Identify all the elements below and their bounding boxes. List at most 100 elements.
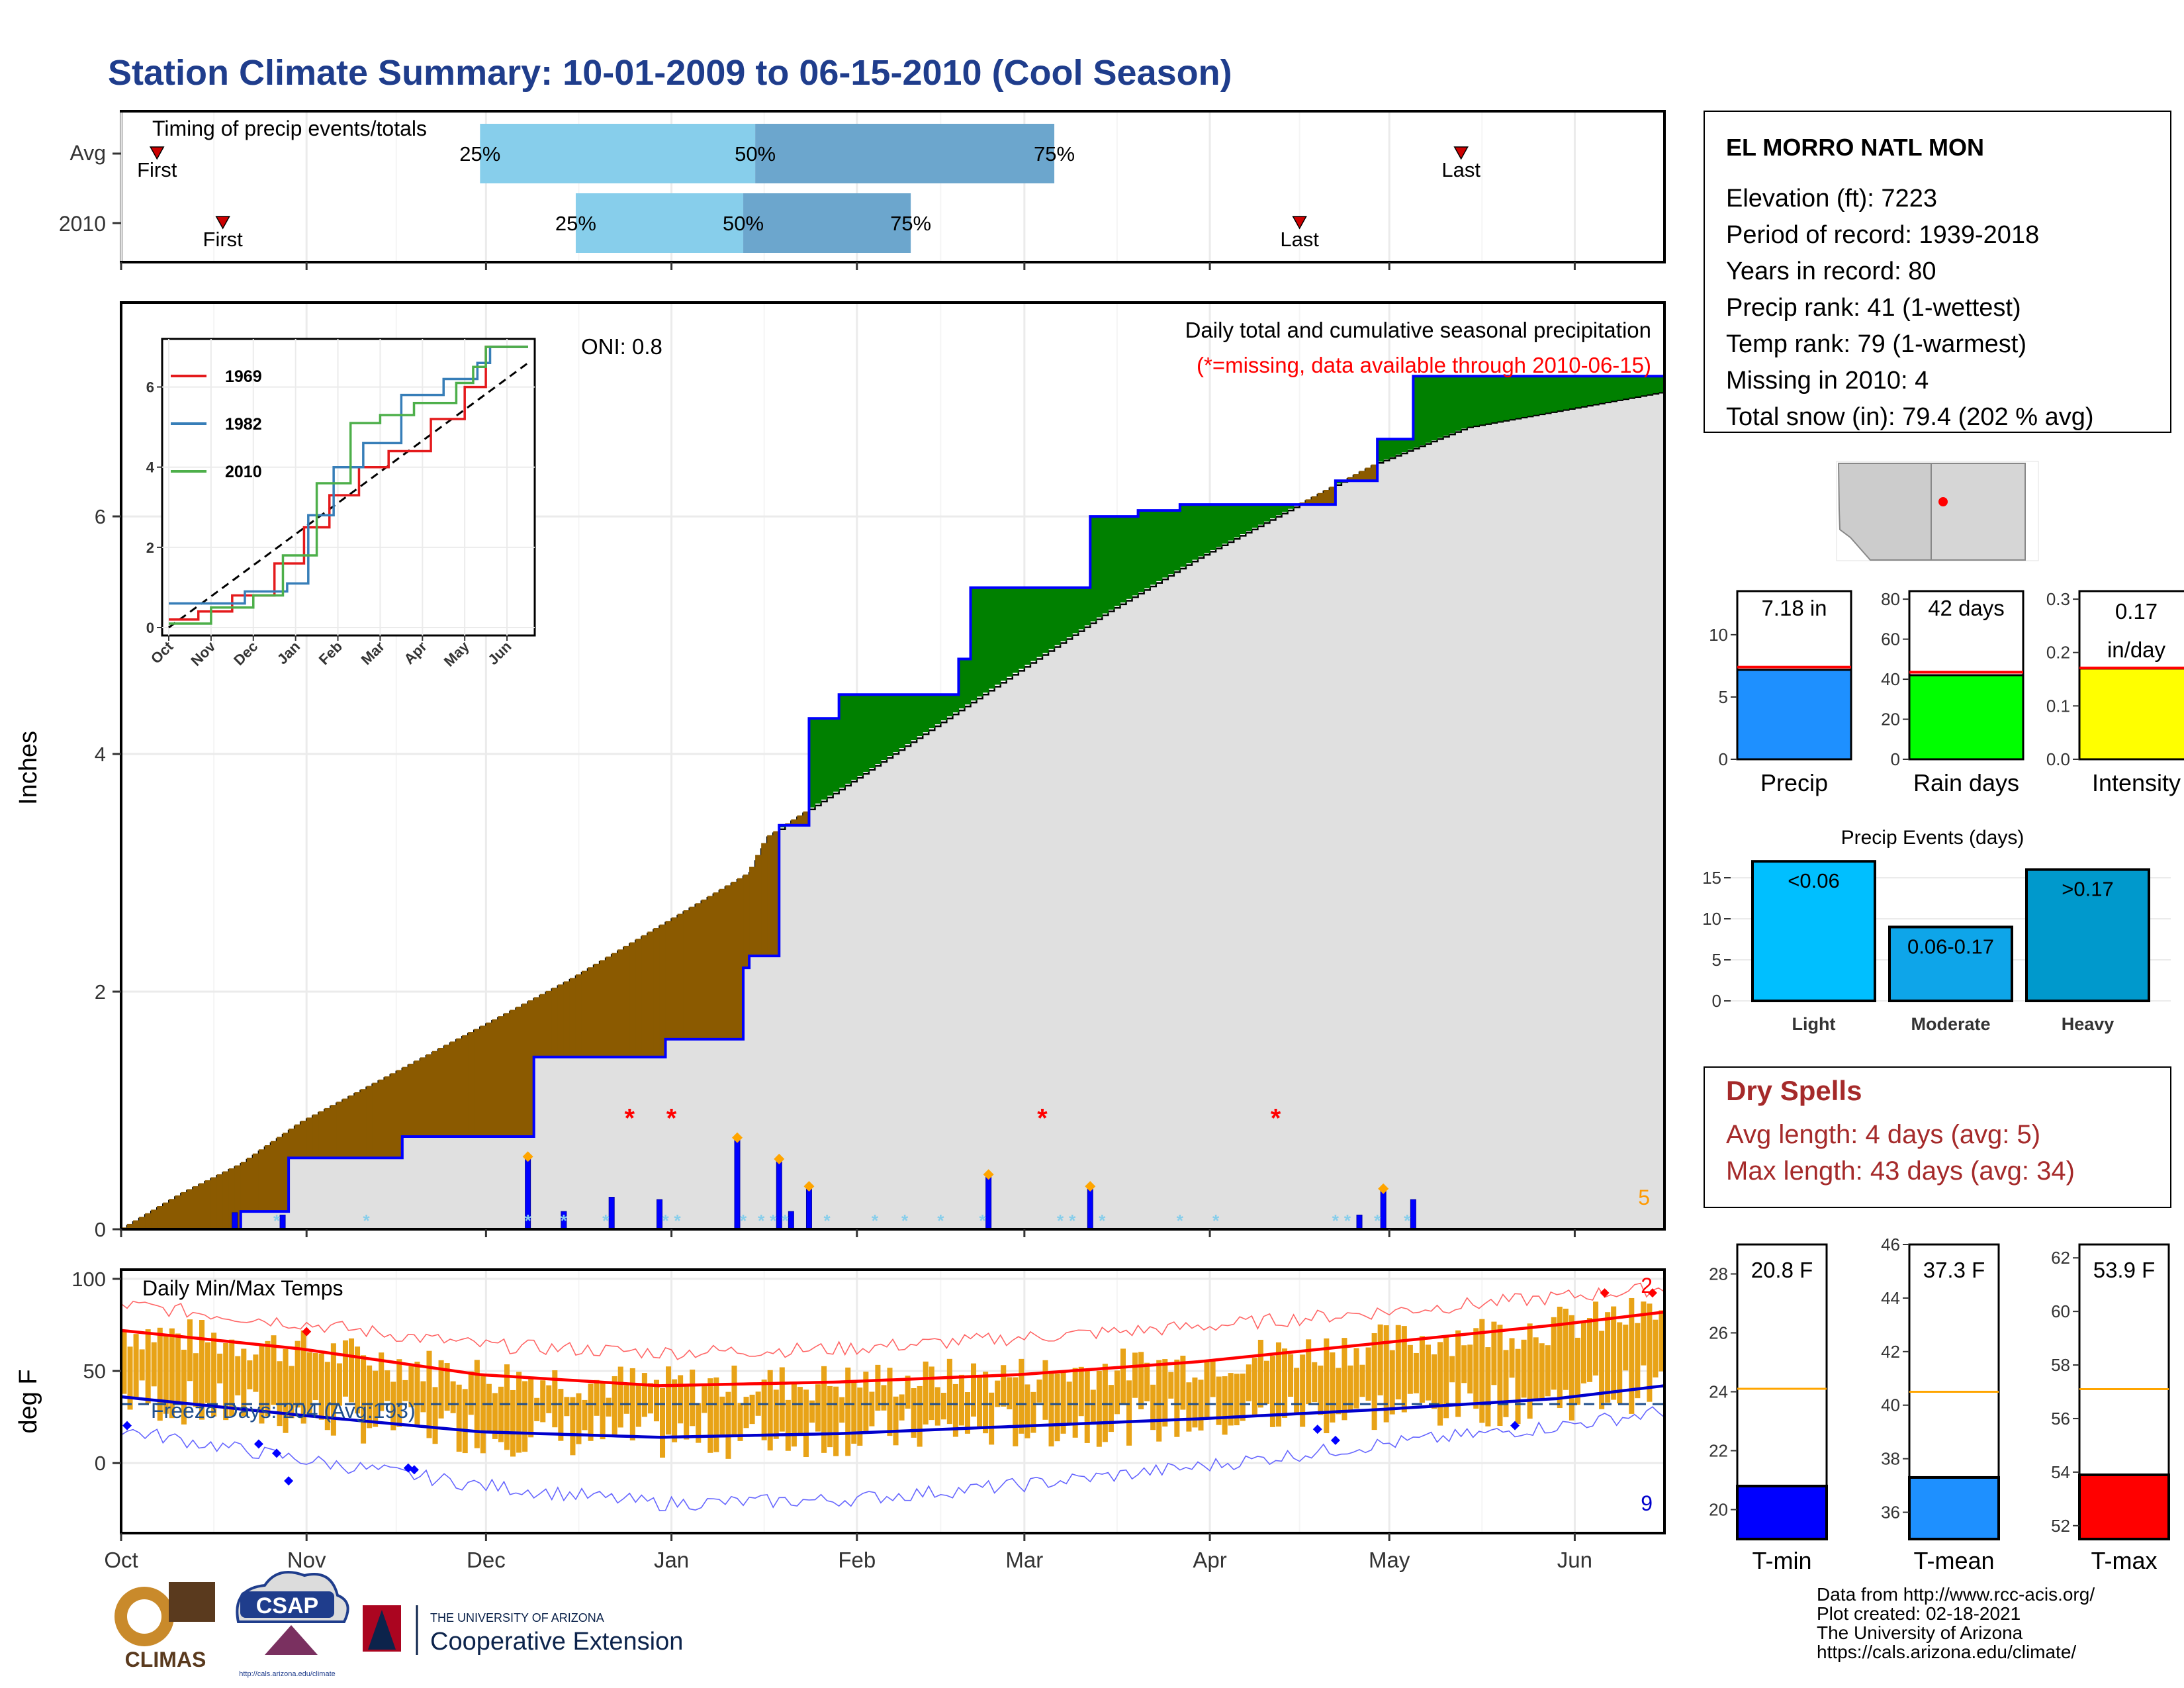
- daily-temp-bar: [1282, 1348, 1288, 1418]
- inset-legend-label-2010: 2010: [225, 463, 262, 481]
- surplus-band: [976, 587, 983, 697]
- deficit-band: [378, 1079, 385, 1158]
- month-label-apr: Apr: [1193, 1548, 1226, 1572]
- daily-temp-bar: [1150, 1384, 1156, 1430]
- cumulative-2010-line: [121, 375, 1664, 1231]
- deficit-band: [695, 903, 702, 1039]
- deficit-band: [216, 1174, 224, 1229]
- footer-logos: CLIMAS CSAP http://cals.arizona.edu/clim…: [114, 1571, 683, 1678]
- csap-logo: CSAP http://cals.arizona.edu/climate: [236, 1571, 349, 1678]
- daily-temp-bar: [265, 1340, 271, 1417]
- daily-temp-bar: [1545, 1345, 1551, 1397]
- average-min-line: [120, 1384, 1665, 1439]
- surplus-band: [1557, 376, 1563, 411]
- daily-temp-bar: [361, 1355, 367, 1444]
- deficit-band: [193, 1186, 200, 1229]
- daily-temp-bar: [1072, 1368, 1078, 1438]
- daily-temp-bar: [1132, 1352, 1138, 1398]
- daily-temp-bar: [719, 1396, 725, 1435]
- snow-day-marker: *: [363, 1211, 371, 1231]
- daily-temp-bar: [743, 1397, 749, 1429]
- daily-temp-bar: [1251, 1358, 1257, 1416]
- daily-temp-bar: [989, 1392, 995, 1445]
- station-name: EL MORRO NATL MON: [1726, 134, 1984, 161]
- surplus-band: [1024, 587, 1031, 665]
- deficit-band: [336, 1102, 343, 1158]
- temp-summary-tick-label: 40: [1881, 1395, 1900, 1415]
- summary-bars: 0 5 10 7.18 in Precip 0 20 40 60 80 42 days Rain da…: [1709, 589, 2184, 796]
- daily-temp-bar: [623, 1385, 629, 1414]
- temp-summary-tick-label: 36: [1881, 1503, 1900, 1523]
- precip-y-tick-label: 2: [95, 980, 106, 1004]
- daily-temp-bar: [1659, 1310, 1664, 1372]
- deficit-band: [318, 1111, 325, 1158]
- daily-temp-bar: [791, 1383, 797, 1447]
- surplus-band: [1496, 376, 1504, 422]
- deficit-band: [749, 867, 756, 957]
- surplus-band: [1281, 504, 1289, 512]
- daily-temp-bar: [1479, 1319, 1485, 1423]
- inset-y-tick-label: 4: [146, 459, 155, 476]
- daily-temp-bar: [1455, 1330, 1461, 1417]
- daily-temp-bar: [672, 1379, 678, 1442]
- daily-temp-bar: [1461, 1345, 1467, 1383]
- timing-bar-25-50-avg: [480, 124, 756, 183]
- surplus-band: [1413, 376, 1420, 447]
- surplus-band: [1126, 516, 1133, 599]
- surplus-band: [1377, 439, 1384, 462]
- temp-summary-value-t-min: 20.8 F: [1751, 1258, 1813, 1282]
- surplus-band: [1479, 376, 1486, 425]
- deficit-band: [575, 974, 582, 1057]
- dry-spells-title: Dry Spells: [1726, 1075, 1862, 1106]
- daily-temp-bar: [157, 1327, 163, 1421]
- surplus-band: [923, 694, 929, 733]
- surplus-band: [1000, 587, 1007, 681]
- daily-temp-bar: [1437, 1342, 1443, 1426]
- temp-y-tick-label: 100: [71, 1268, 106, 1291]
- surplus-band: [940, 694, 947, 721]
- credit-line: https://cals.arizona.edu/climate/: [1817, 1642, 2076, 1662]
- daily-temp-bar: [1521, 1339, 1527, 1398]
- deficit-band: [228, 1168, 236, 1229]
- deficit-band: [444, 1045, 451, 1137]
- daily-temp-bar: [402, 1380, 408, 1401]
- station-info-line: Period of record: 1939-2018: [1726, 221, 2039, 249]
- record-low-marker: [1312, 1425, 1322, 1434]
- surplus-band: [911, 694, 917, 741]
- daily-temp-bar: [929, 1366, 934, 1421]
- summary-tick-label: 0: [1719, 749, 1728, 769]
- deficit-band: [396, 1070, 403, 1158]
- deficit-band: [683, 910, 690, 1039]
- daily-temp-bar: [857, 1387, 863, 1446]
- surplus-band: [1251, 504, 1258, 528]
- deficit-band: [450, 1041, 457, 1137]
- deficit-band: [283, 1133, 289, 1212]
- timing-first-marker-2010: [215, 216, 230, 230]
- temp-panel-title: Daily Min/Max Temps: [142, 1276, 343, 1300]
- deficit-band: [402, 1066, 409, 1137]
- daily-temp-bar: [1312, 1362, 1318, 1403]
- deficit-band: [527, 1000, 535, 1137]
- month-label-feb: Feb: [838, 1548, 876, 1572]
- deficit-band: [612, 953, 618, 1057]
- daily-temp-bar: [324, 1362, 330, 1430]
- deficit-band: [312, 1114, 319, 1158]
- temp-summary-tick-label: 62: [2051, 1248, 2070, 1268]
- deficit-band: [205, 1180, 212, 1229]
- deficit-band: [689, 906, 696, 1039]
- surplus-band: [1216, 504, 1222, 547]
- surplus-band: [1539, 376, 1545, 414]
- station-info-line: Temp rank: 79 (1-warmest): [1726, 330, 2026, 358]
- events-tick-label: 5: [1712, 950, 1721, 970]
- month-label-jan: Jan: [654, 1548, 689, 1572]
- daily-temp-bar: [702, 1386, 707, 1413]
- daily-temp-bar: [438, 1360, 444, 1419]
- daily-temp-bar: [1042, 1360, 1048, 1420]
- temp-summary-tick-label: 46: [1881, 1235, 1900, 1254]
- daily-temp-bar: [396, 1359, 402, 1427]
- daily-temp-bar: [1342, 1338, 1347, 1421]
- daily-temp-bar: [1599, 1331, 1605, 1409]
- deficit-band: [588, 967, 594, 1057]
- month-label-mar: Mar: [1005, 1548, 1043, 1572]
